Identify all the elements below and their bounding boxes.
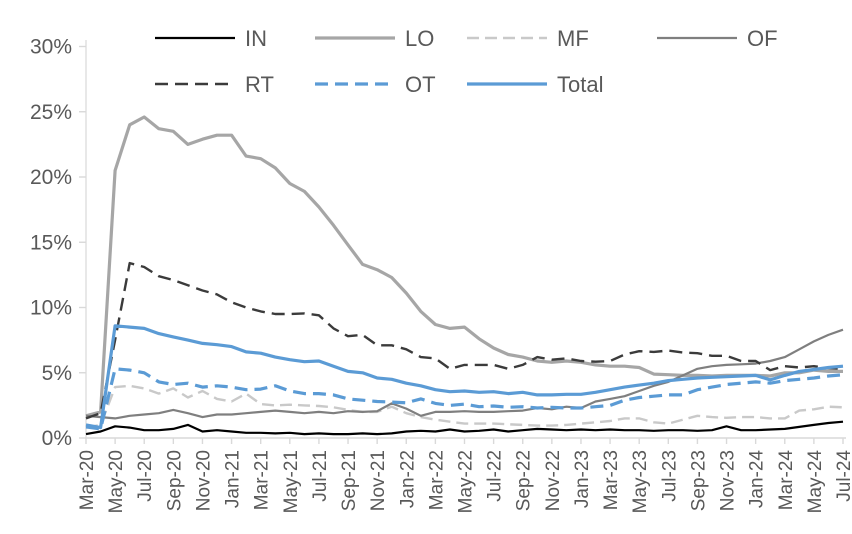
legend-label-OF: OF — [747, 26, 778, 51]
x-tick-label: May-20 — [106, 450, 127, 513]
x-tick-label: Nov-22 — [543, 450, 564, 511]
legend-label-RT: RT — [245, 72, 274, 97]
y-tick-label: 0% — [42, 427, 72, 450]
x-tick-label: Jan-21 — [223, 450, 244, 508]
x-tick-label: May-21 — [281, 450, 302, 513]
series-line-OT — [85, 367, 844, 431]
x-tick-label: Nov-21 — [368, 450, 389, 511]
legend-label-OT: OT — [405, 72, 436, 97]
series-line-IN — [85, 420, 844, 436]
legend-label-LO: LO — [405, 26, 434, 51]
x-tick-label: Nov-23 — [718, 450, 739, 511]
x-tick-label: Nov-20 — [193, 450, 214, 511]
y-tick-label: 30% — [30, 36, 72, 59]
series-line-LO — [85, 115, 843, 418]
legend-label-Total: Total — [557, 72, 603, 97]
x-tick-label: Jul-23 — [659, 450, 680, 502]
x-tick-label: Mar-24 — [776, 450, 797, 511]
x-tick-label: Mar-20 — [77, 450, 98, 510]
y-tick-label: 15% — [30, 231, 72, 254]
series-line-RT — [85, 261, 844, 420]
x-tick-label: Sep-23 — [688, 450, 709, 511]
x-tick-label: Sep-22 — [514, 450, 535, 511]
x-tick-label: Jan-23 — [572, 450, 593, 508]
y-tick-label: 20% — [30, 166, 72, 189]
x-tick-label: Sep-20 — [164, 450, 185, 511]
x-tick-label: Sep-21 — [339, 450, 360, 511]
x-tick-label: Mar-22 — [426, 450, 447, 510]
x-tick-label: Jul-22 — [485, 450, 506, 502]
x-tick-label: Jan-24 — [747, 450, 768, 509]
x-tick-label: Mar-21 — [252, 450, 273, 510]
x-tick-label: Jul-24 — [834, 450, 852, 502]
x-tick-label: May-22 — [456, 450, 477, 513]
legend-label-MF: MF — [557, 26, 589, 51]
y-tick-label: 25% — [30, 101, 72, 124]
x-tick-label: May-23 — [630, 450, 651, 513]
x-tick-label: Jul-21 — [310, 450, 331, 502]
series-line-OF — [85, 328, 844, 420]
y-tick-label: 10% — [30, 297, 72, 320]
x-tick-label: Jan-22 — [397, 450, 418, 508]
series-line-MF — [85, 384, 844, 429]
legend-label-IN: IN — [245, 26, 267, 51]
x-tick-label: May-24 — [805, 450, 826, 514]
y-tick-label: 5% — [42, 362, 72, 385]
series-line-Total — [85, 324, 844, 430]
x-tick-label: Jul-20 — [135, 450, 156, 502]
x-tick-label: Mar-23 — [601, 450, 622, 510]
